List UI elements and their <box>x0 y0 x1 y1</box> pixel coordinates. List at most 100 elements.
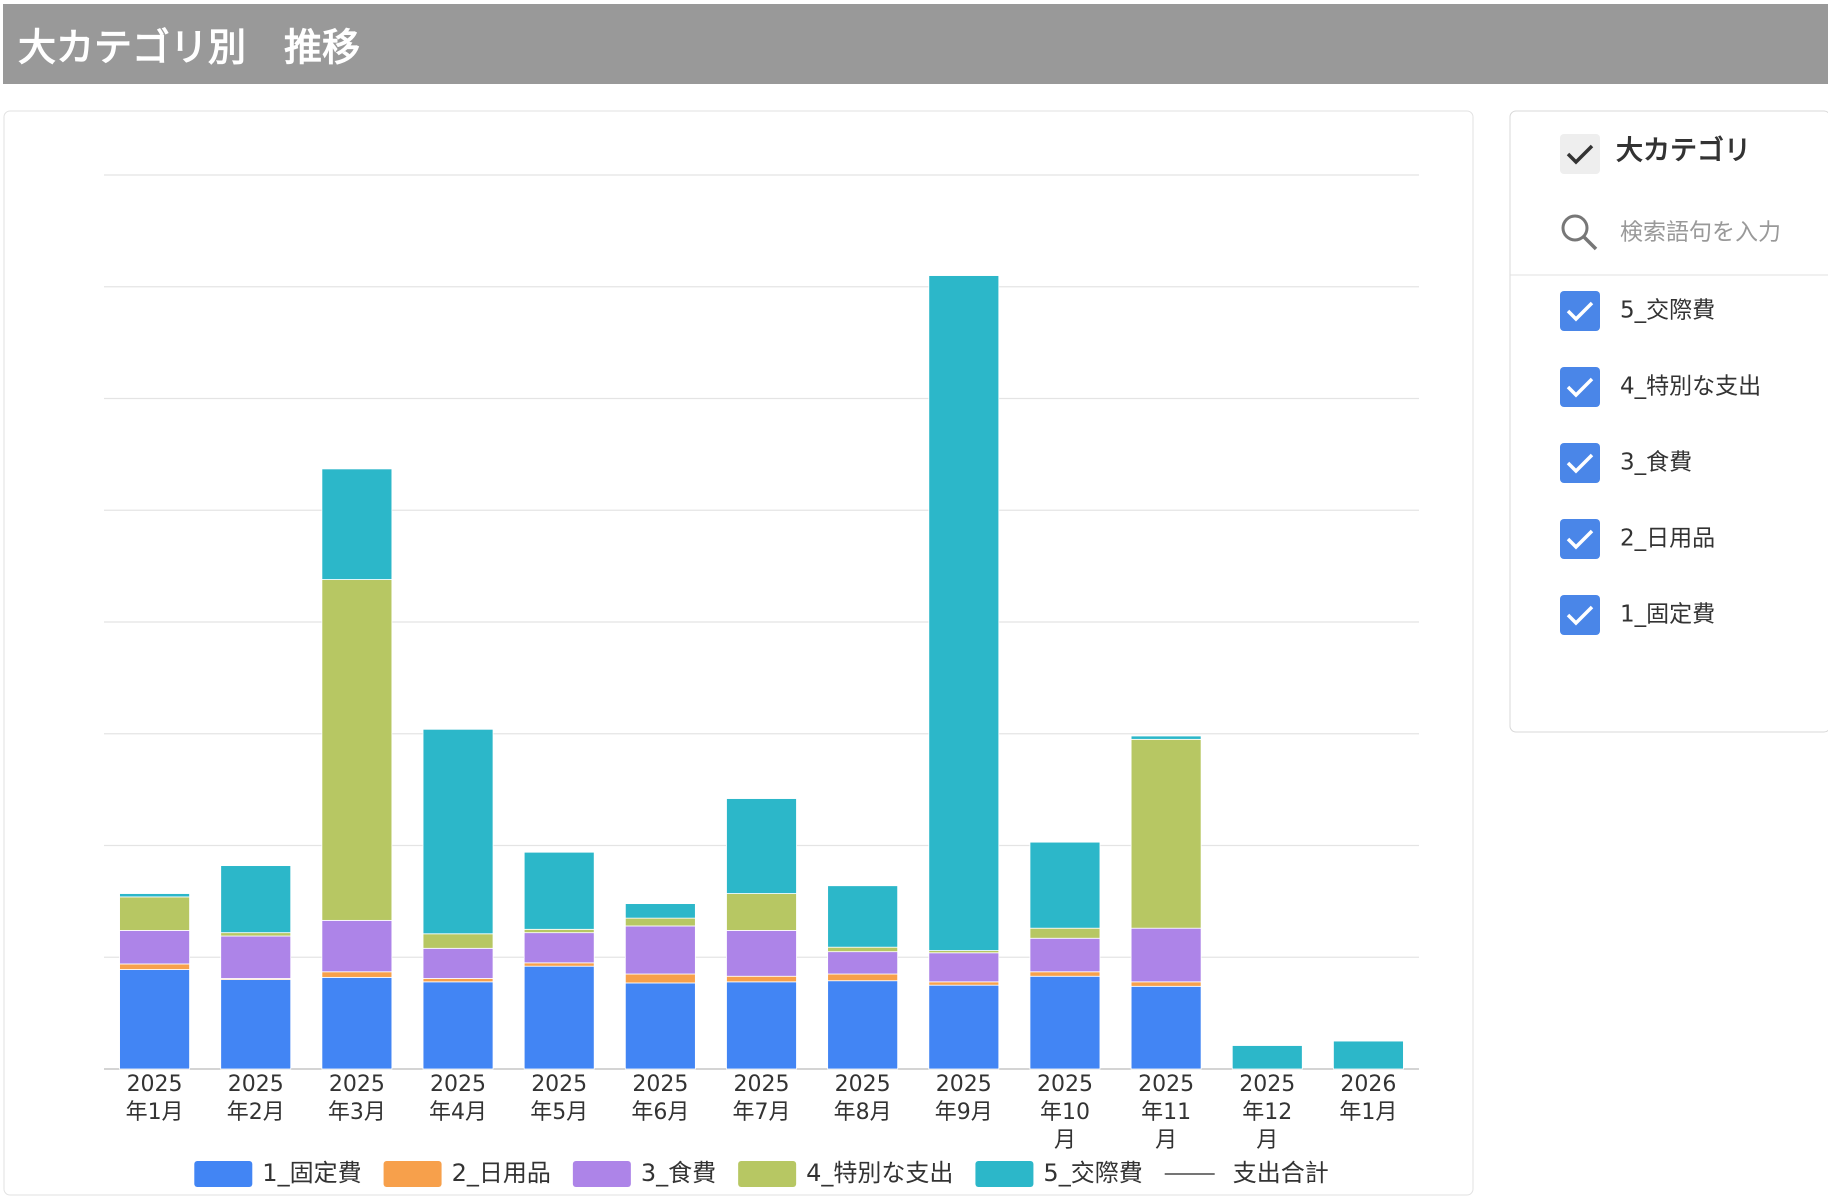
x-tick-label: 2025 年12 月 <box>1239 1072 1295 1153</box>
filter-item-label[interactable]: 2_日用品 <box>1620 526 1715 552</box>
bar-segment <box>827 973 899 982</box>
check-icon <box>1566 301 1594 322</box>
bar-segment <box>220 865 292 934</box>
check-icon <box>1566 605 1594 626</box>
x-tick-label: 2025 年3月 <box>328 1072 386 1125</box>
bar-segment <box>624 982 696 1070</box>
x-tick-label-line: 年7月 <box>733 1100 791 1125</box>
x-tick-label-line: 年9月 <box>935 1100 993 1125</box>
checkbox[interactable] <box>1560 443 1600 483</box>
bar-segment <box>422 947 494 979</box>
bar-segment <box>827 951 899 975</box>
bar-segment <box>1029 975 1101 1070</box>
filter-item-label[interactable]: 4_特別な支出 <box>1620 374 1761 400</box>
bar-segment <box>1130 735 1202 740</box>
bar-segment <box>321 579 393 921</box>
x-tick-label-line: 年4月 <box>429 1100 487 1125</box>
legend-swatch <box>572 1161 631 1187</box>
x-tick-label-line: 2025 <box>1138 1072 1194 1097</box>
x-tick-label-line: 2025 <box>430 1072 486 1097</box>
checkbox[interactable] <box>1560 519 1600 559</box>
check-icon <box>1566 377 1594 398</box>
bar-segment <box>827 946 899 953</box>
checkbox[interactable] <box>1560 367 1600 407</box>
bar-segment <box>827 885 899 948</box>
bar-segment <box>220 932 292 937</box>
filter-item-label[interactable]: 1_固定費 <box>1620 602 1715 628</box>
bar-segment <box>1029 971 1101 977</box>
legend-label: 支出合計 <box>1233 1159 1329 1187</box>
x-tick-label-line: 年12 <box>1242 1100 1292 1125</box>
search-icon <box>1582 235 1598 251</box>
bar-segment <box>119 930 190 965</box>
header-bar <box>3 4 1828 84</box>
legend-swatch <box>738 1161 797 1187</box>
legend-label: 3_食費 <box>641 1159 716 1187</box>
check-icon <box>1566 144 1594 165</box>
x-tick-label-line: 月 <box>1155 1128 1177 1153</box>
bar-segment <box>928 981 1000 986</box>
bar-segment <box>321 976 393 1070</box>
bar-segment <box>624 917 696 927</box>
bar-segment <box>624 925 696 975</box>
x-tick-label-line: 2025 <box>329 1072 385 1097</box>
filter-item-label[interactable]: 3_食費 <box>1620 450 1692 476</box>
bar-segment <box>1130 738 1202 929</box>
x-tick-label-line: 年11 <box>1141 1100 1191 1125</box>
x-tick-label: 2025 年8月 <box>834 1072 892 1125</box>
x-tick-label: 2025 年2月 <box>227 1072 285 1125</box>
bar-segment <box>523 928 595 934</box>
x-tick-label-line: 年1月 <box>126 1100 184 1125</box>
x-tick-label-line: 年2月 <box>227 1100 285 1125</box>
bar-segment <box>523 851 595 930</box>
x-tick-label-line: 2025 <box>127 1072 183 1097</box>
bar-segment <box>321 468 393 580</box>
bar-segment <box>119 896 190 931</box>
bar-segment <box>523 932 595 964</box>
x-tick-label-line: 月 <box>1256 1128 1278 1153</box>
bar-segment <box>422 981 494 1070</box>
legend-label: 4_特別な支出 <box>806 1159 953 1187</box>
x-tick-label: 2025 年7月 <box>733 1072 791 1125</box>
x-tick-label-line: 2025 <box>734 1072 790 1097</box>
bar-segment <box>624 973 696 984</box>
bar-segment <box>726 981 797 1070</box>
x-tick-label-line: 2025 <box>228 1072 284 1097</box>
bar-segment <box>726 975 797 983</box>
x-tick-label-line: 年3月 <box>328 1100 386 1125</box>
x-tick-label-line: 年8月 <box>834 1100 892 1125</box>
search-input[interactable]: 検索語句を入力 <box>1620 220 1781 246</box>
filter-panel <box>1509 110 1828 733</box>
bar-segment <box>220 935 292 979</box>
bar-segment <box>726 930 797 977</box>
x-tick-label-line: 月 <box>1054 1128 1076 1153</box>
bar-segment <box>1333 1040 1404 1070</box>
bar-segment <box>1029 841 1101 929</box>
select-all-checkbox[interactable] <box>1560 134 1600 174</box>
checkbox[interactable] <box>1560 291 1600 331</box>
bar-segment <box>422 978 494 983</box>
bar-segment <box>1029 937 1101 973</box>
x-tick-label: 2025 年11 月 <box>1138 1072 1194 1153</box>
bar-segment <box>321 971 393 978</box>
bar-segment <box>624 903 696 919</box>
check-icon <box>1566 529 1594 550</box>
bar-segment <box>119 893 190 898</box>
x-tick-label: 2025 年4月 <box>429 1072 487 1125</box>
bar-segment <box>119 963 190 970</box>
checkbox[interactable] <box>1560 595 1600 635</box>
check-icon <box>1566 453 1594 474</box>
bar-segment <box>1130 981 1202 987</box>
legend-swatch <box>383 1161 442 1187</box>
filter-item-label[interactable]: 5_交際費 <box>1620 298 1715 324</box>
x-tick-label: 2025 年10 月 <box>1037 1072 1093 1153</box>
bar-segment <box>1130 985 1202 1070</box>
bar-segment <box>119 969 190 1070</box>
x-tick-label-line: 年10 <box>1040 1100 1090 1125</box>
x-tick-label-line: 2025 <box>1037 1072 1093 1097</box>
legend-label: 2_日用品 <box>452 1159 551 1187</box>
x-tick-label: 2026 年1月 <box>1339 1072 1397 1125</box>
legend-swatch <box>194 1161 253 1187</box>
bar-segment <box>928 952 1000 983</box>
